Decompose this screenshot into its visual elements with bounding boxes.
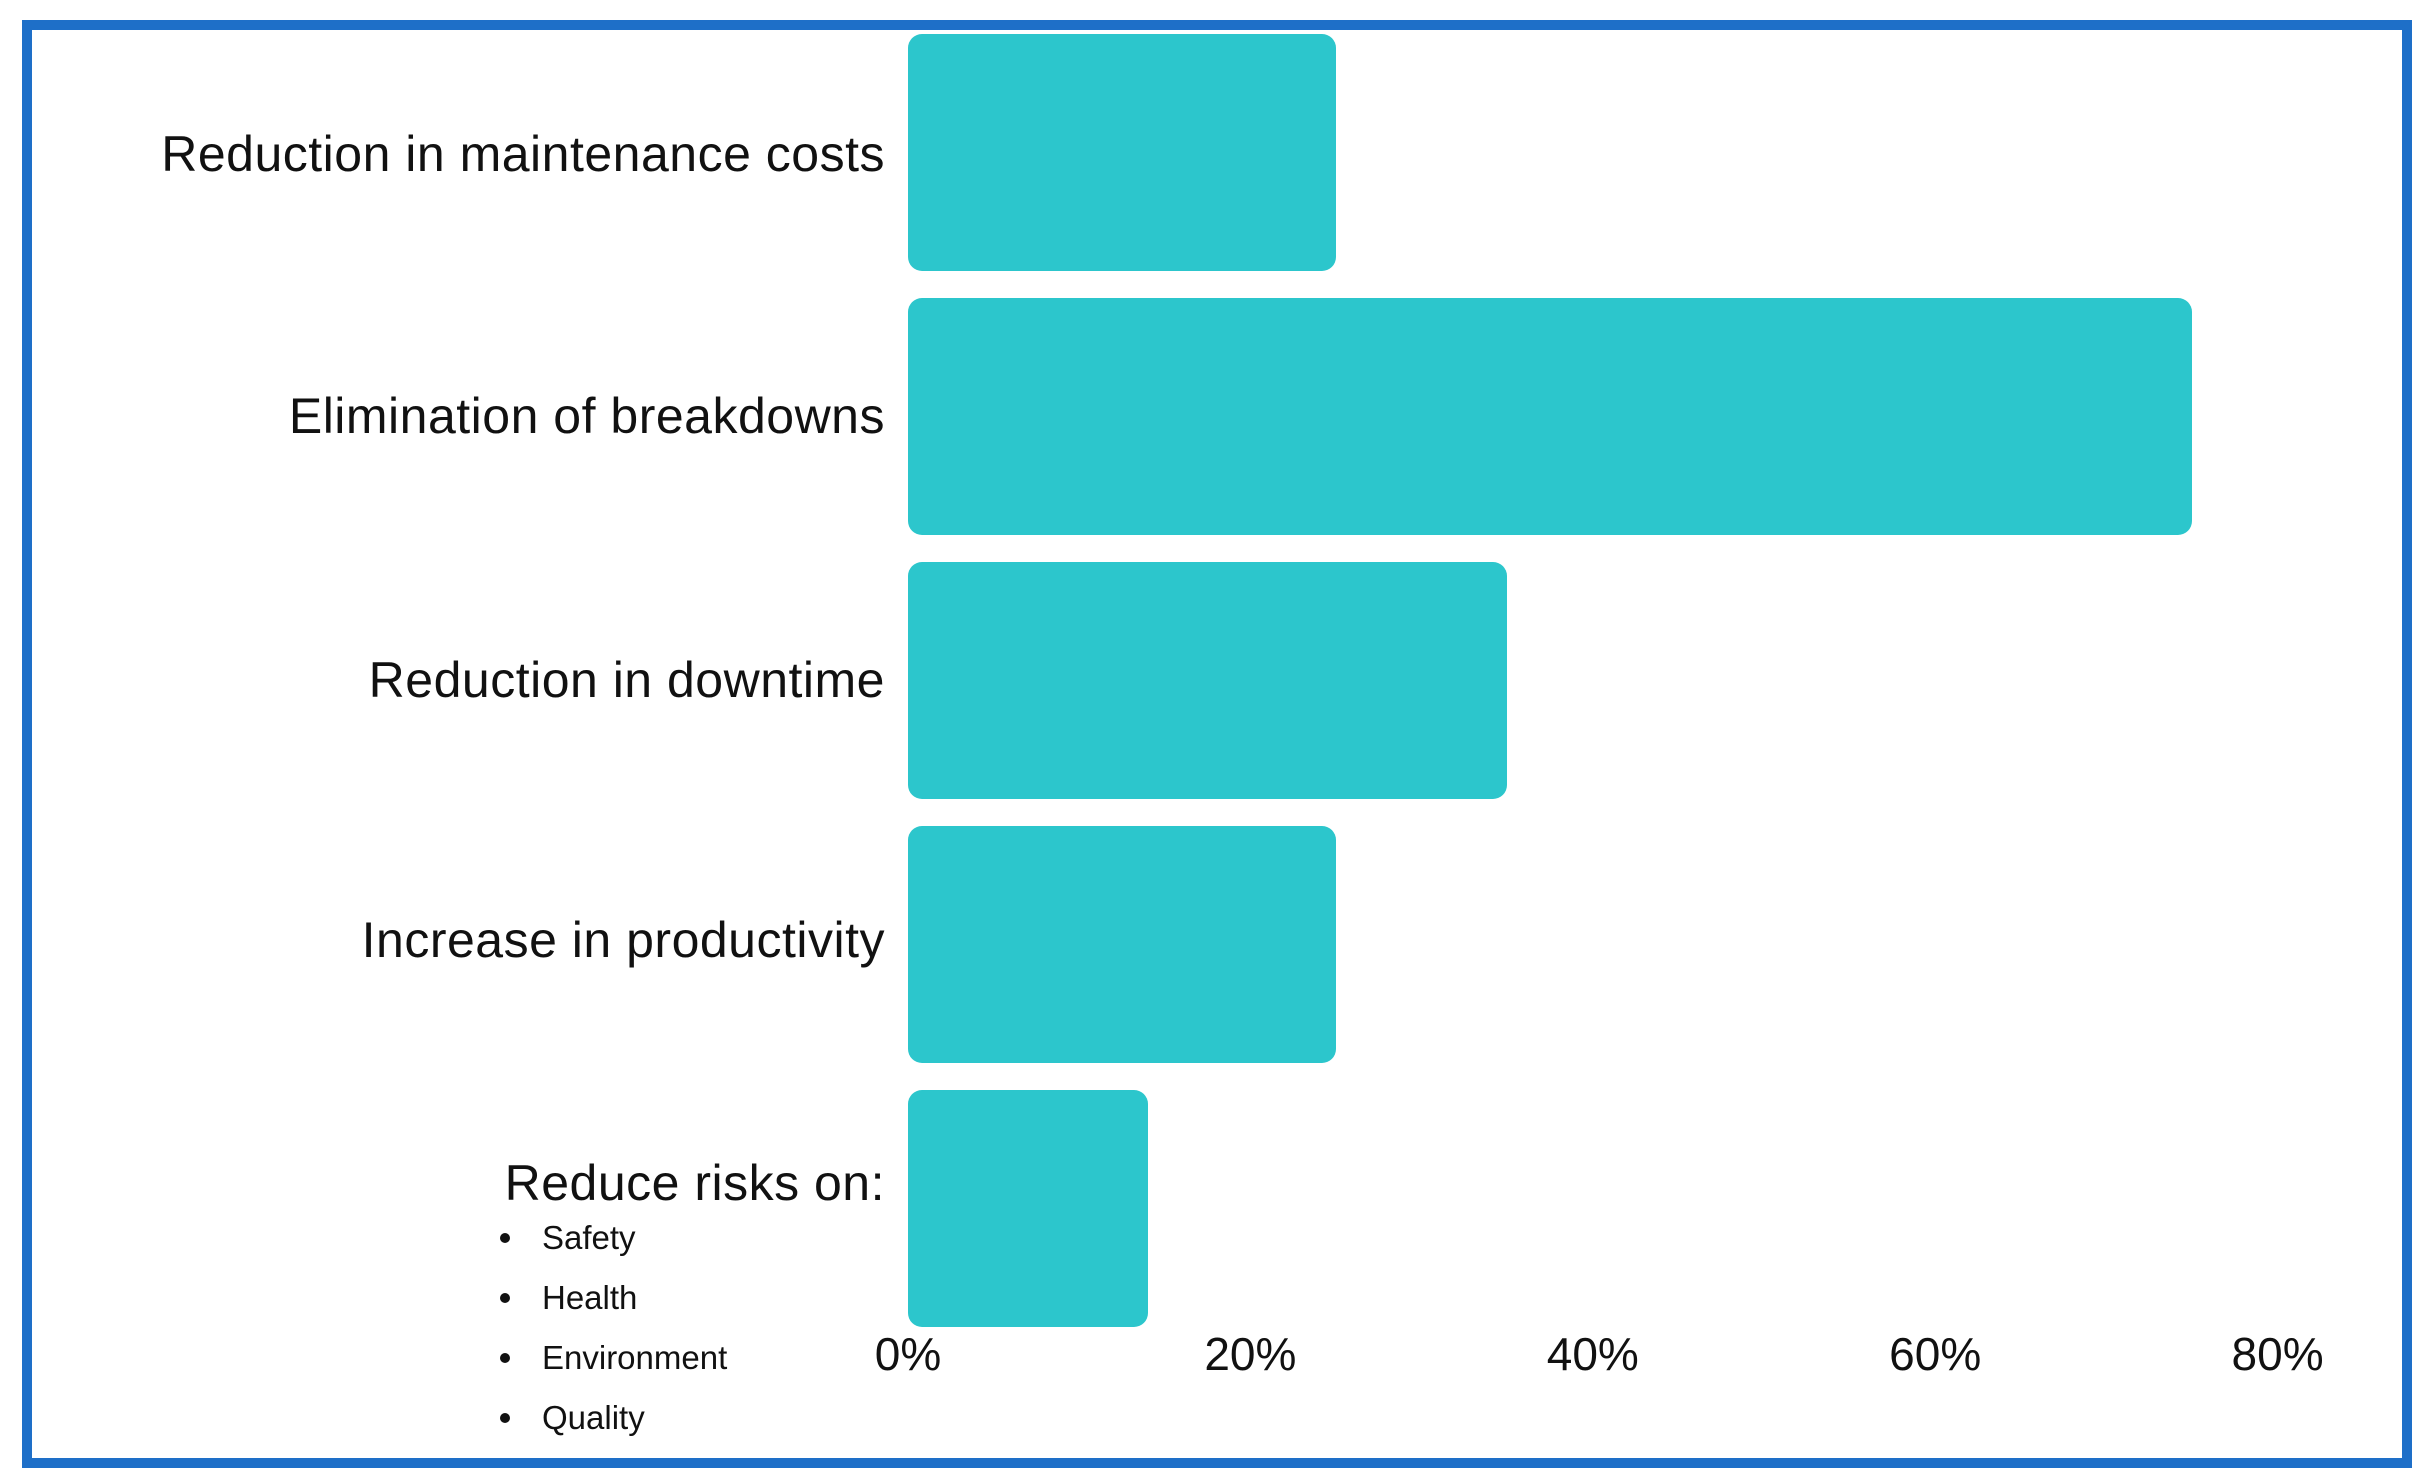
category-label: Increase in productivity bbox=[361, 912, 885, 968]
bullet-item-label: Safety bbox=[542, 1219, 636, 1256]
bullet-item: Safety bbox=[500, 1208, 636, 1268]
x-axis-tick-label: 60% bbox=[1889, 1328, 1982, 1380]
x-axis-tick-label: 40% bbox=[1546, 1328, 1639, 1380]
bar bbox=[908, 298, 2192, 535]
bullet-item: Health bbox=[500, 1268, 637, 1328]
x-axis-tick-label: 0% bbox=[874, 1328, 942, 1380]
bullet-dot-icon bbox=[500, 1353, 510, 1363]
x-axis-tick-label: 20% bbox=[1204, 1328, 1297, 1380]
bullet-dot-icon bbox=[500, 1293, 510, 1303]
bullet-item-label: Environment bbox=[542, 1339, 728, 1376]
bar bbox=[908, 1090, 1148, 1327]
category-label: Reduction in maintenance costs bbox=[161, 126, 885, 182]
x-axis-tick-label: 80% bbox=[2231, 1328, 2324, 1380]
bullet-dot-icon bbox=[500, 1413, 510, 1423]
bullet-item: Environment bbox=[500, 1328, 727, 1388]
bar bbox=[908, 562, 1507, 799]
category-label: Elimination of breakdowns bbox=[288, 388, 885, 444]
bullet-item: Quality bbox=[500, 1388, 645, 1448]
category-label: Reduction in downtime bbox=[368, 652, 885, 708]
bar bbox=[908, 826, 1336, 1063]
category-label: Reduce risks on: bbox=[504, 1155, 885, 1211]
bullet-item-label: Health bbox=[542, 1279, 638, 1316]
bar bbox=[908, 34, 1336, 271]
bullet-item-label: Quality bbox=[542, 1399, 645, 1436]
bullet-dot-icon bbox=[500, 1233, 510, 1243]
